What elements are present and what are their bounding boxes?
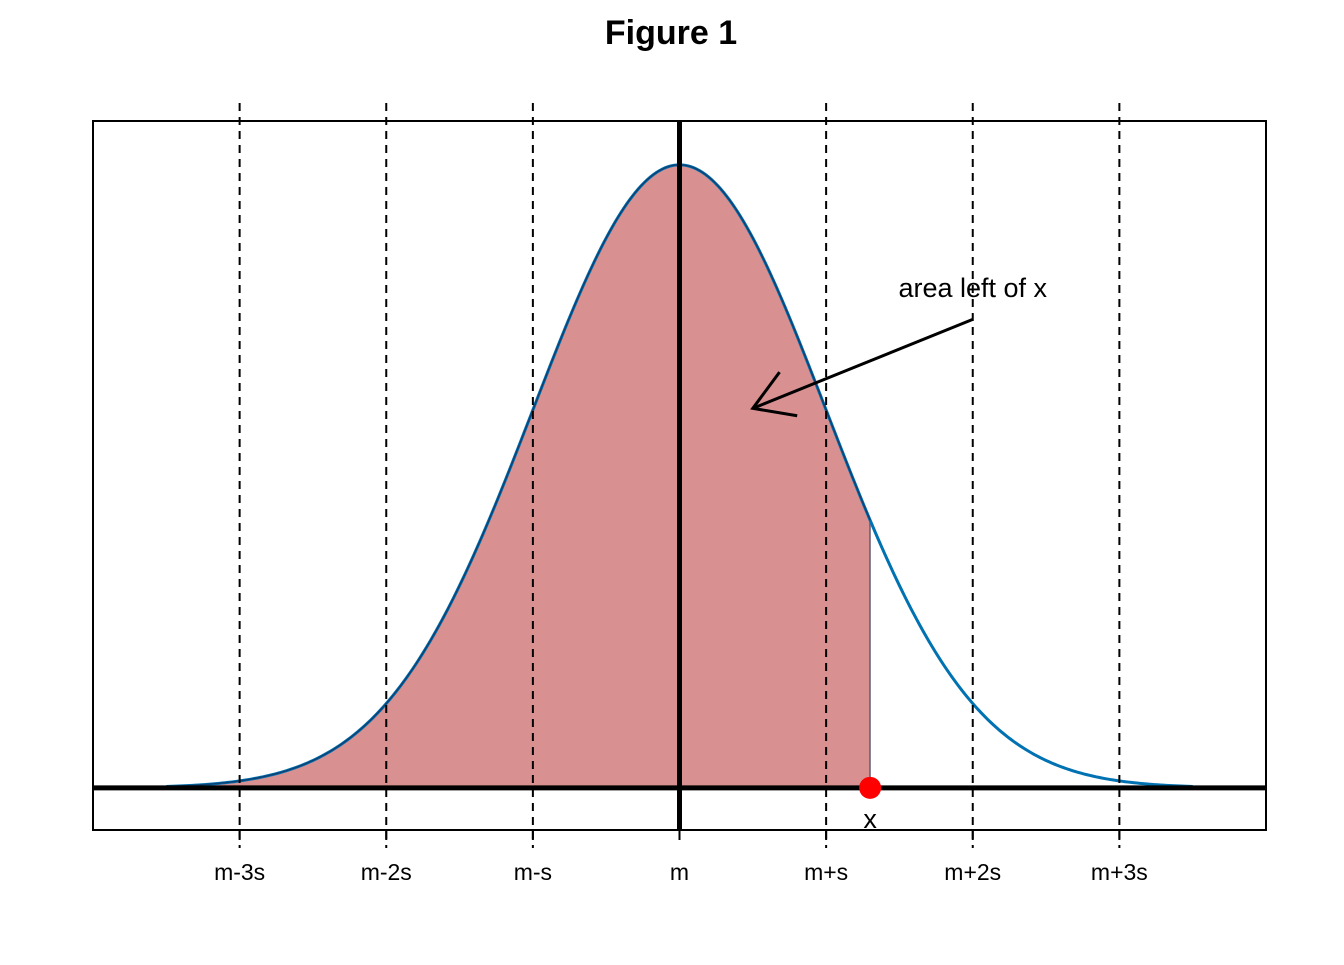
x-tick-label: m-s <box>514 859 552 885</box>
annotation-text: area left of x <box>898 273 1047 303</box>
x-tick-label: m+2s <box>944 859 1001 885</box>
point-label: x <box>863 804 877 834</box>
annotation-arrow <box>752 317 974 410</box>
shaded-area-outline <box>166 164 871 788</box>
x-tick-label: m-2s <box>361 859 412 885</box>
x-tick-label: m-3s <box>214 859 265 885</box>
arrowhead-icon <box>750 371 798 418</box>
x-tick-label: m+3s <box>1091 859 1148 885</box>
x-point <box>859 776 882 799</box>
x-tick-label: m+s <box>804 859 848 885</box>
x-tick-label: m <box>670 859 689 885</box>
plot-frame <box>92 120 1267 831</box>
chart-title: Figure 1 <box>605 14 737 52</box>
